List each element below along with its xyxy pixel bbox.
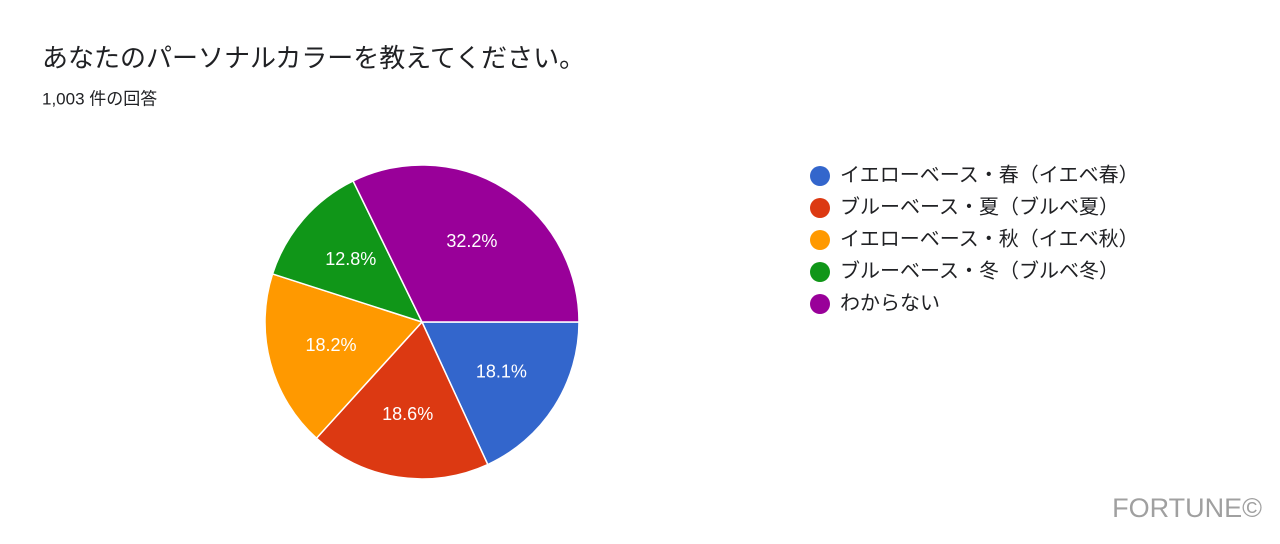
legend-swatch	[810, 294, 830, 314]
slice-label: 18.6%	[382, 404, 433, 424]
legend-swatch	[810, 230, 830, 250]
legend-label: ブルーベース・冬（ブルベ冬）	[840, 258, 1119, 282]
legend-label: ブルーベース・夏（ブルベ夏）	[840, 194, 1119, 218]
pie-slice	[264, 272, 424, 440]
slice-label: 18.2%	[305, 335, 356, 355]
pie-slice	[420, 321, 580, 466]
legend-swatch	[810, 166, 830, 186]
legend-label: イエローベース・秋（イエベ秋）	[840, 227, 1139, 250]
slice-label: 12.8%	[325, 249, 376, 269]
pie-slice	[315, 320, 489, 480]
slice-label: 32.2%	[446, 231, 497, 251]
legend-label: イエローベース・春（イエベ春）	[840, 163, 1139, 186]
pie-slice	[271, 179, 424, 324]
chart-subtitle: 1,003 件の回答	[42, 89, 157, 108]
pie-slice	[352, 164, 580, 323]
legend-swatch	[810, 198, 830, 218]
watermark: FORTUNE©	[1112, 493, 1262, 523]
legend-swatch	[810, 262, 830, 282]
legend-label: わからない	[840, 292, 940, 314]
slice-label: 18.1%	[476, 362, 527, 382]
chart-title: あなたのパーソナルカラーを教えてください。	[42, 43, 585, 73]
